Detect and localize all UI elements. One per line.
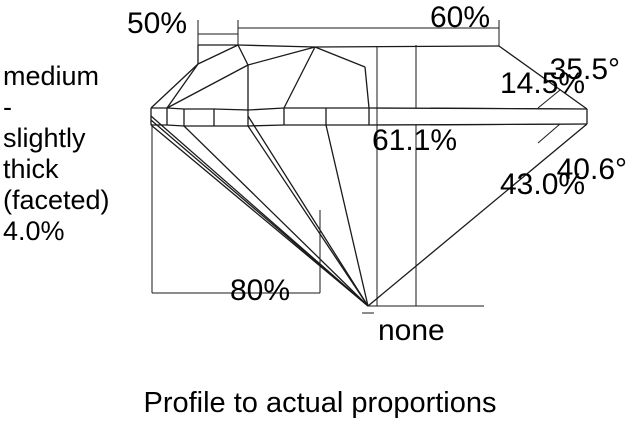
svg-text:35.5°: 35.5° — [550, 53, 620, 86]
svg-text:50%: 50% — [127, 7, 187, 40]
svg-text:60%: 60% — [430, 1, 490, 34]
svg-text:Profile to actual proportions: Profile to actual proportions — [143, 387, 496, 419]
svg-text:61.1%: 61.1% — [372, 124, 457, 157]
svg-text:thick: thick — [3, 154, 59, 184]
svg-text:medium: medium — [3, 61, 99, 91]
svg-text:-: - — [3, 92, 12, 122]
svg-text:80%: 80% — [230, 274, 290, 307]
svg-text:(faceted): (faceted) — [3, 185, 110, 215]
svg-text:4.0%: 4.0% — [3, 216, 65, 246]
svg-text:40.6°: 40.6° — [557, 153, 627, 186]
svg-text:slightly: slightly — [3, 123, 86, 153]
svg-text:none: none — [378, 314, 445, 347]
